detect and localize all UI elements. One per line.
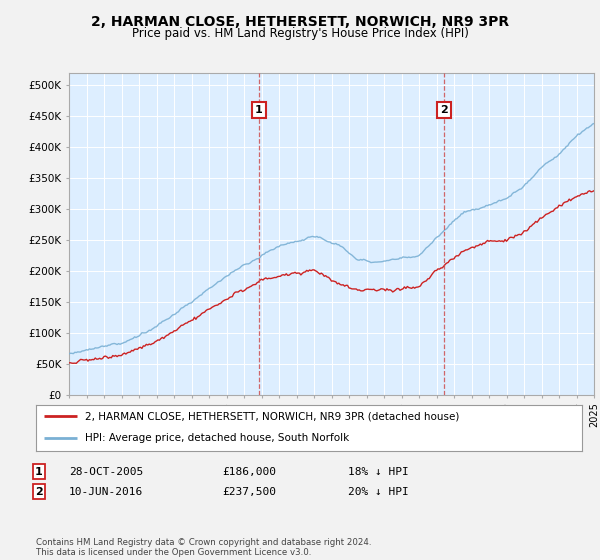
Text: 10-JUN-2016: 10-JUN-2016	[69, 487, 143, 497]
Text: £186,000: £186,000	[222, 466, 276, 477]
Text: HPI: Average price, detached house, South Norfolk: HPI: Average price, detached house, Sout…	[85, 433, 349, 444]
Text: 18% ↓ HPI: 18% ↓ HPI	[348, 466, 409, 477]
Text: Price paid vs. HM Land Registry's House Price Index (HPI): Price paid vs. HM Land Registry's House …	[131, 27, 469, 40]
Text: 1: 1	[35, 466, 43, 477]
Text: 2, HARMAN CLOSE, HETHERSETT, NORWICH, NR9 3PR: 2, HARMAN CLOSE, HETHERSETT, NORWICH, NR…	[91, 15, 509, 29]
Text: 2: 2	[35, 487, 43, 497]
Text: 1: 1	[254, 105, 262, 115]
Text: 2: 2	[440, 105, 448, 115]
Text: 28-OCT-2005: 28-OCT-2005	[69, 466, 143, 477]
Text: 2, HARMAN CLOSE, HETHERSETT, NORWICH, NR9 3PR (detached house): 2, HARMAN CLOSE, HETHERSETT, NORWICH, NR…	[85, 412, 460, 421]
Text: £237,500: £237,500	[222, 487, 276, 497]
Text: 20% ↓ HPI: 20% ↓ HPI	[348, 487, 409, 497]
Text: Contains HM Land Registry data © Crown copyright and database right 2024.
This d: Contains HM Land Registry data © Crown c…	[36, 538, 371, 557]
